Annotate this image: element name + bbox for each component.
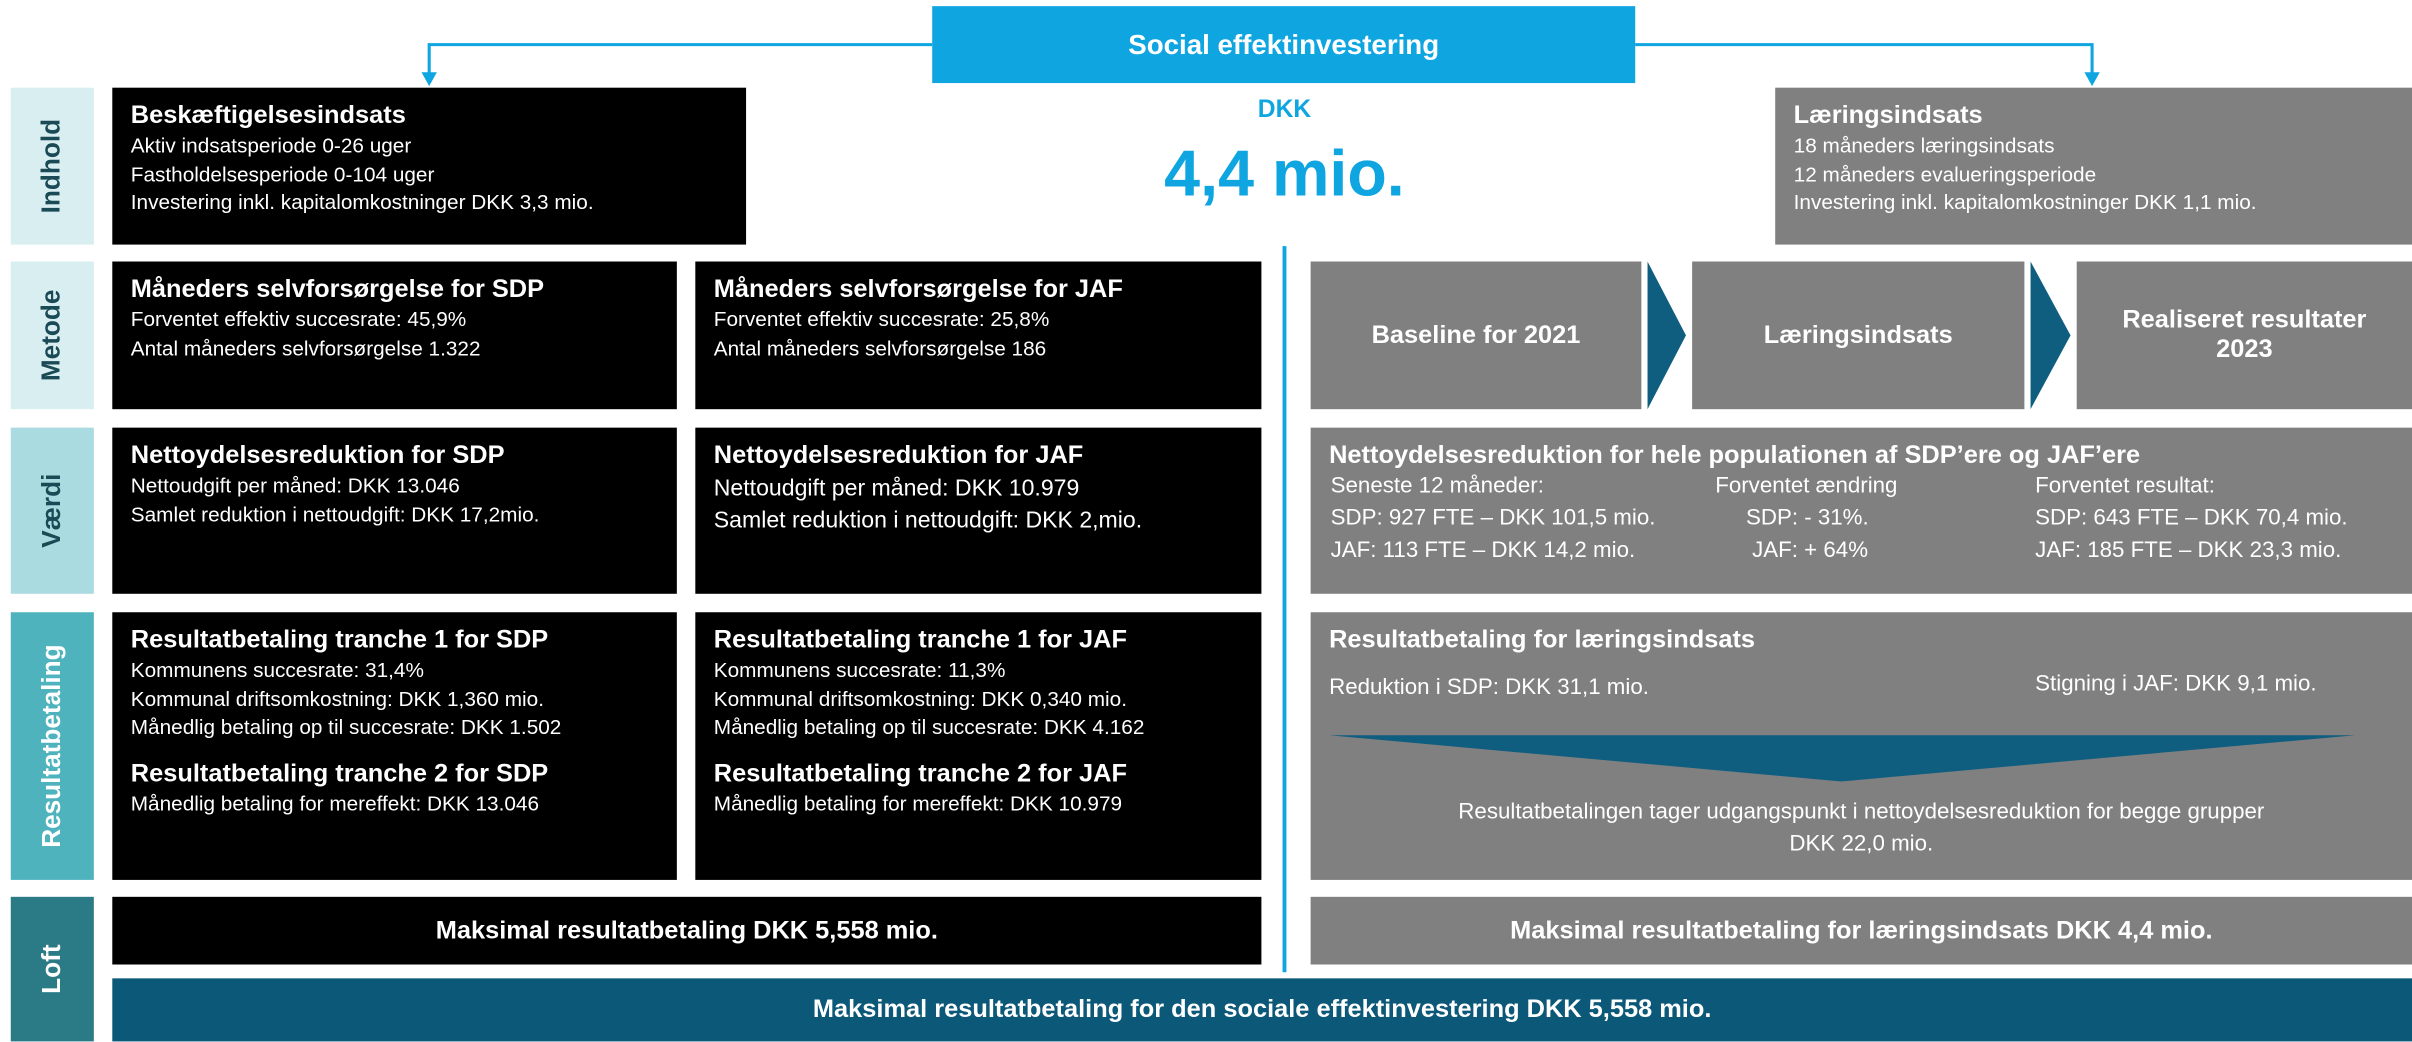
block-title: Resultatbetaling for læringsindsats — [1329, 626, 1756, 654]
block-title: Resultatbetaling tranche 2 for JAF — [713, 759, 1128, 787]
block-line: Månedlig betaling for mereffekt: DKK 13.… — [130, 791, 540, 815]
step-box: Læringsindsats — [1692, 261, 2025, 410]
row-label: Indhold — [10, 87, 94, 245]
block-title: Nettoydelsesreduktion for hele populatio… — [1329, 441, 2141, 470]
payment-box: Resultatbetaling tranche 1 for JAF Kommun… — [695, 612, 1262, 880]
content-box: Læringsindsats 18 måneders læringsindsats… — [1775, 87, 2412, 245]
row-label: Metode — [10, 261, 94, 410]
payment-box: Resultatbetaling tranche 1 for SDP Kommun… — [112, 612, 677, 880]
block-title: Resultatbetaling tranche 2 for SDP — [130, 759, 549, 787]
block-line: Fastholdelsesperiode 0-104 uger — [130, 162, 435, 186]
arrow-head — [2084, 72, 2100, 87]
value-box: Nettoydelsesreduktion for SDP Nettoudgift… — [112, 427, 677, 594]
block-line: Forventet effektiv succesrate: 25,8% — [713, 307, 1050, 331]
column-line: SDP: 927 FTE – DKK 101,5 mio. — [1330, 506, 1656, 531]
chevron — [1647, 261, 1686, 410]
block-line: Kommunens succesrate: 31,4% — [130, 658, 424, 682]
method-box: Måneders selvforsørgelse for SDP Forvente… — [112, 261, 677, 410]
block-title: Læringsindsats — [1793, 101, 1983, 130]
footer-line: DKK 22,0 mio. — [1789, 832, 1934, 857]
block-line: Forventet effektiv succesrate: 45,9% — [130, 307, 467, 331]
block-line: Kommunens succesrate: 11,3% — [713, 658, 1006, 682]
arrow-head — [421, 72, 437, 87]
block-line: Månedlig betaling op til succesrate: DKK… — [130, 715, 562, 739]
cap-box: Maksimal resultatbetaling DKK 5,558 mio. — [112, 896, 1262, 965]
block-title: Resultatbetaling tranche 1 for SDP — [130, 626, 549, 654]
block-title: Måneders selvforsørgelse for SDP — [130, 275, 545, 304]
column-line: JAF: + 64% — [1752, 538, 1869, 564]
header-title: Social effektinvestering — [932, 6, 1636, 84]
block-line: Investering inkl. kapitalomkostninger DK… — [1793, 190, 2257, 214]
block-line: Investering inkl. kapitalomkostninger DK… — [130, 190, 594, 214]
footer-line: Resultatbetalingen tager udgangspunkt i … — [1458, 799, 2265, 825]
block-title: Nettoydelsesreduktion for JAF — [713, 441, 1084, 470]
block-title: Resultatbetaling tranche 1 for JAF — [713, 626, 1128, 654]
column-line: JAF: 185 FTE – DKK 23,3 mio. — [2035, 538, 2342, 564]
block-line: Kommunal driftsomkostning: DKK 0,340 mio… — [713, 686, 1127, 710]
block-line: Samlet reduktion i nettoudgift: DKK 2,mi… — [713, 507, 1143, 534]
block-line: Aktiv indsatsperiode 0-26 uger — [130, 133, 412, 157]
column-line: SDP: - 31%. — [1745, 506, 1869, 531]
block-line: Kommunal driftsomkostning: DKK 1,360 mio… — [130, 686, 544, 710]
reduction-text: Reduktion i SDP: DKK 31,1 mio. — [1329, 675, 1649, 700]
content-box: Beskæftigelsesindsats Aktiv indsatsperiod… — [112, 87, 747, 245]
arrow — [1635, 43, 2094, 80]
chevron — [2030, 261, 2071, 410]
block-line: Samlet reduktion i nettoudgift: DKK 17,2… — [130, 502, 540, 526]
block-title: Beskæftigelsesindsats — [130, 101, 406, 130]
total-box: Maksimal resultatbetaling for den social… — [112, 978, 2412, 1042]
block-line: Månedlig betaling op til succesrate: DKK… — [713, 715, 1145, 739]
step-box: Realiseret resultater 2023 — [2076, 261, 2412, 410]
block-line: Nettoudgift per måned: DKK 13.046 — [130, 473, 460, 497]
value-box: Nettoydelsesreduktion for hele populatio… — [1310, 427, 2412, 594]
row-label: Loft — [10, 896, 94, 1042]
increase-text: Stigning i JAF: DKK 9,1 mio. — [2035, 672, 2317, 697]
cap-box: Maksimal resultatbetaling for læringsind… — [1310, 896, 2412, 965]
block-line: Månedlig betaling for mereffekt: DKK 10.… — [713, 791, 1123, 815]
funnel — [1329, 735, 2356, 782]
column-line: Forventet ændring — [1715, 473, 1898, 499]
column-line: Forventet resultat: — [2035, 473, 2215, 499]
block-line: 18 måneders læringsindsats — [1793, 133, 2055, 157]
block-line: Antal måneders selvforsørgelse 1.322 — [130, 336, 481, 360]
block-title: Måneders selvforsørgelse for JAF — [713, 275, 1123, 304]
column-line: JAF: 113 FTE – DKK 14,2 mio. — [1330, 538, 1636, 564]
column-line: Seneste 12 måneder: — [1330, 473, 1544, 499]
amount: 4,4 mio. — [1164, 136, 1405, 210]
block-line: Nettoudgift per måned: DKK 10.979 — [713, 475, 1080, 502]
arrow — [427, 43, 933, 80]
block-line: 12 måneders evalueringsperiode — [1793, 162, 2097, 186]
method-box: Måneders selvforsørgelse for JAF Forvente… — [695, 261, 1262, 410]
value-box: Nettoydelsesreduktion for JAF Nettoudgift… — [695, 427, 1262, 594]
row-label: Resultatbetaling — [10, 612, 94, 880]
step-box: Baseline for 2021 — [1310, 261, 1642, 410]
block-title: Nettoydelsesreduktion for SDP — [130, 441, 505, 470]
currency: DKK — [1257, 96, 1312, 124]
column-line: SDP: 643 FTE – DKK 70,4 mio. — [2035, 506, 2348, 531]
block-line: Antal måneders selvforsørgelse 186 — [713, 336, 1047, 360]
row-label: Værdi — [10, 427, 94, 594]
